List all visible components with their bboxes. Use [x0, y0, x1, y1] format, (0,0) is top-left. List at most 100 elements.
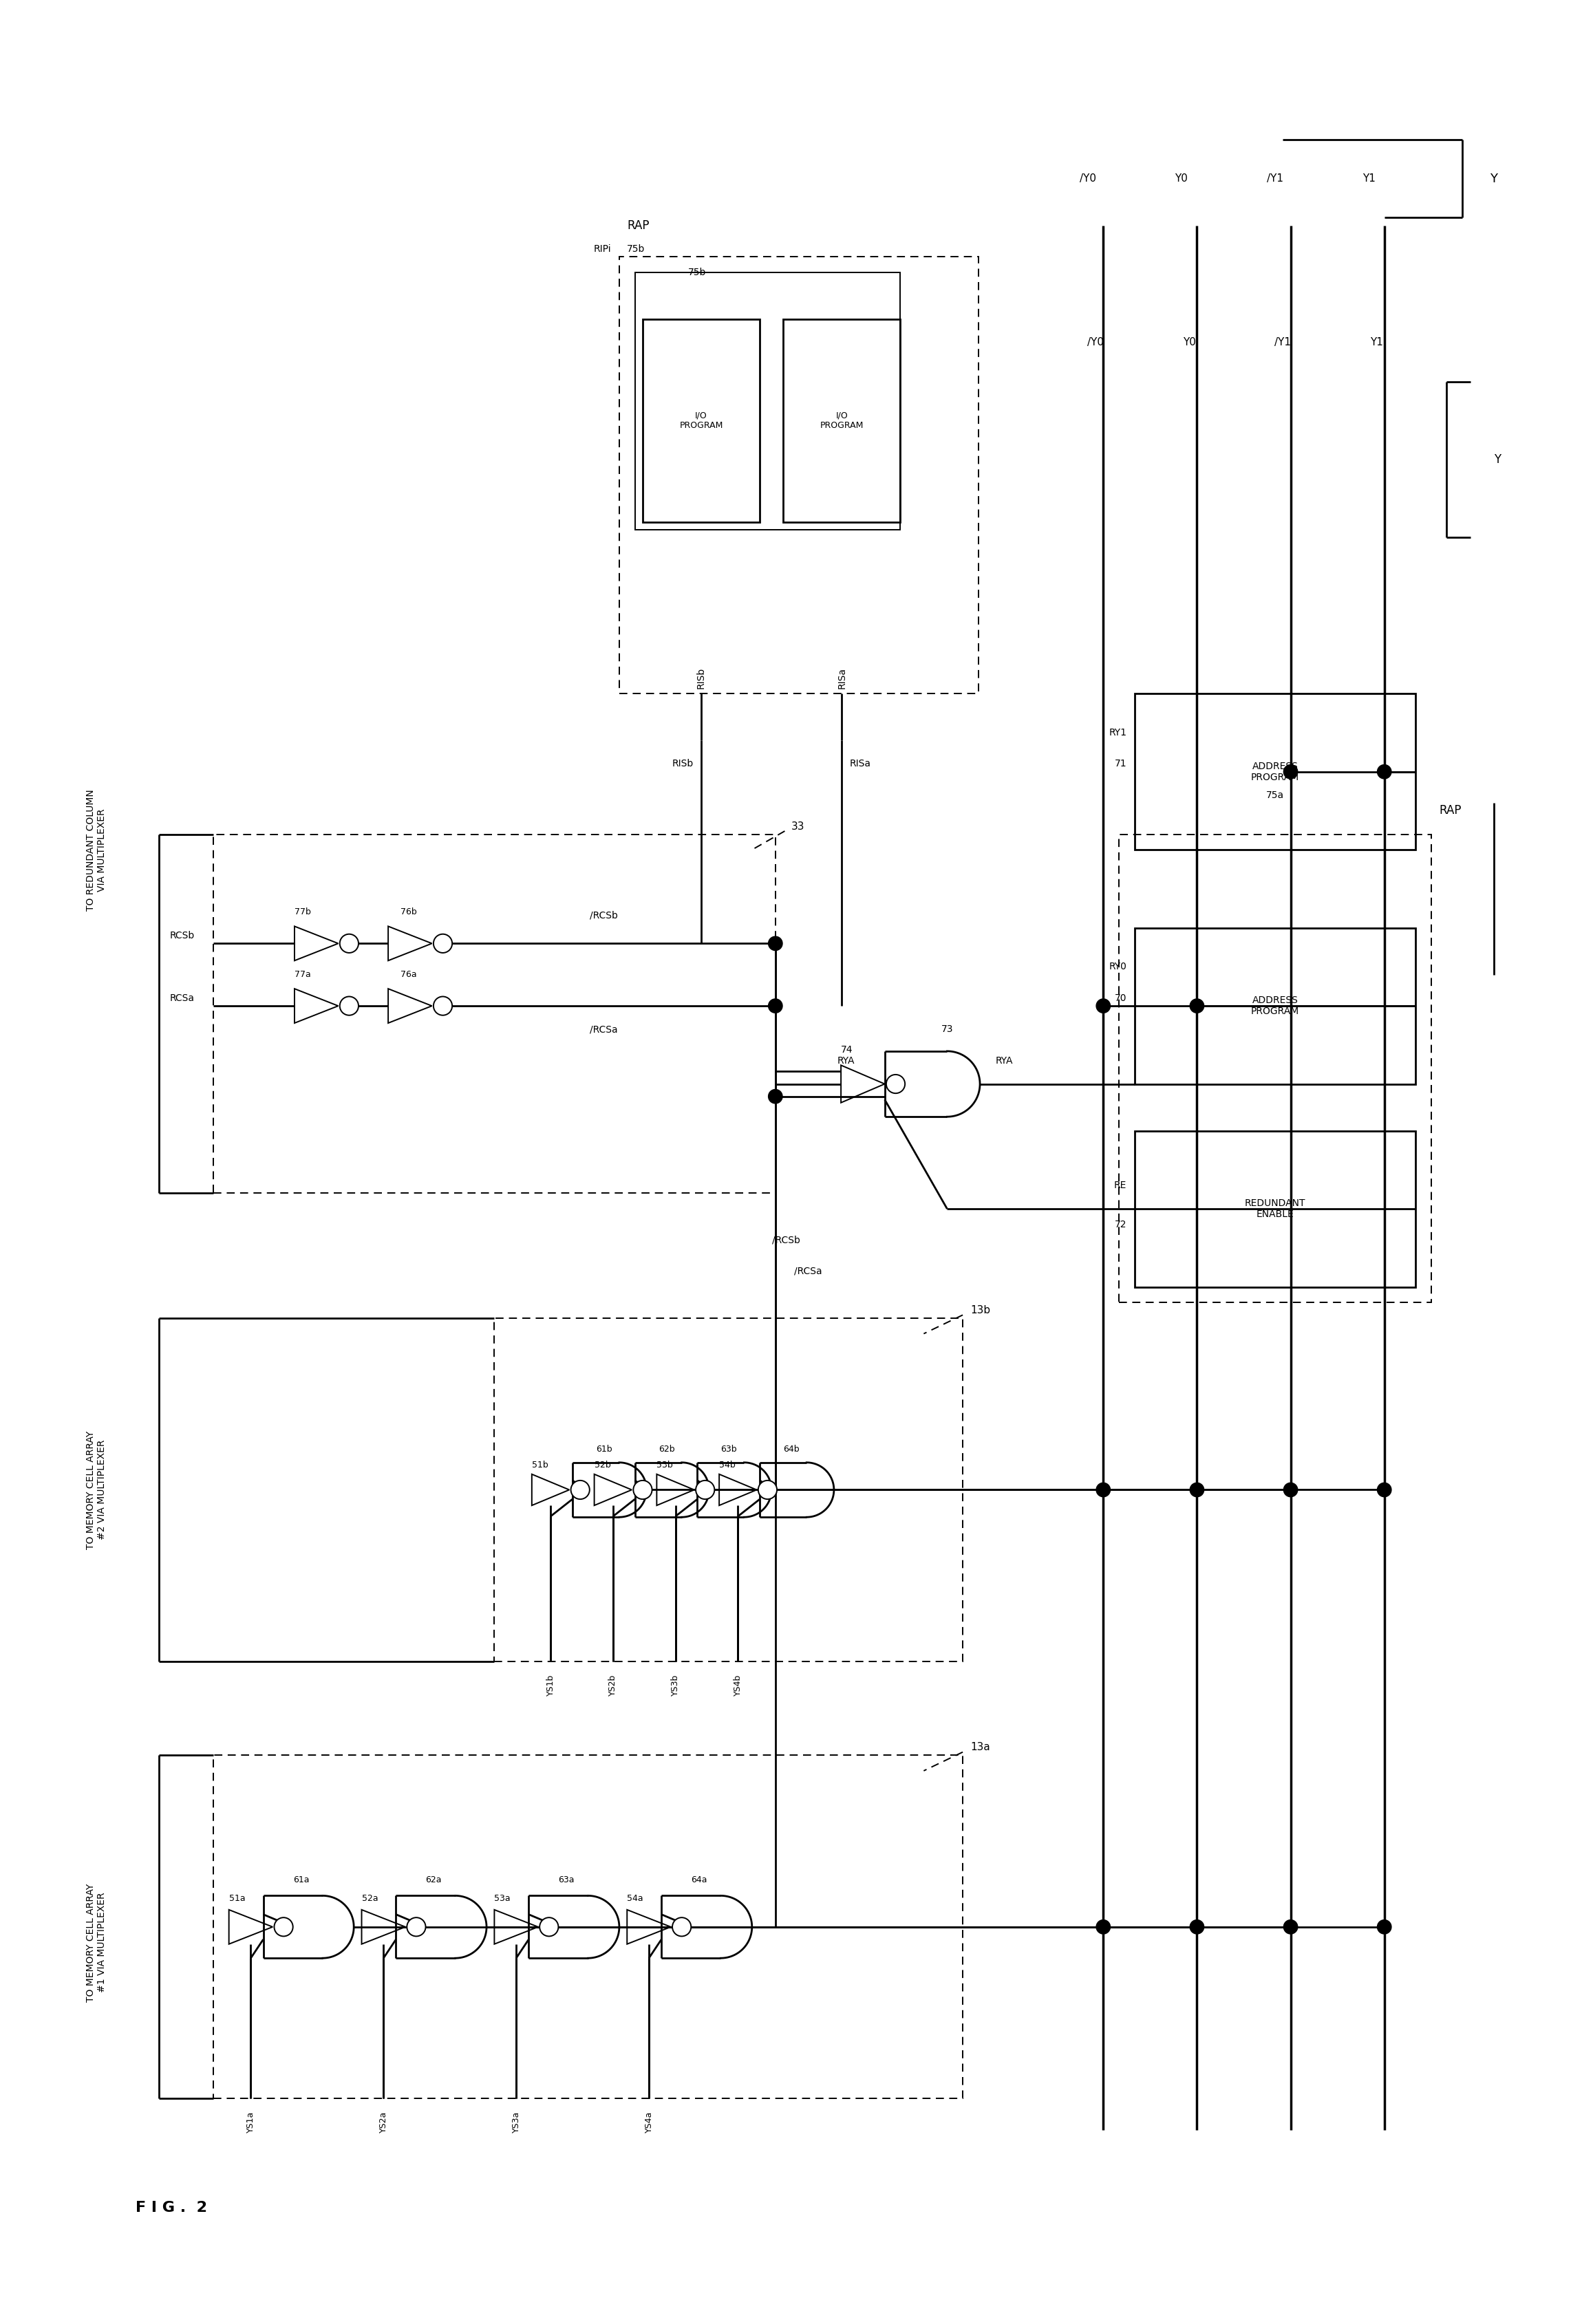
Text: ADDRESS
PROGRAM: ADDRESS PROGRAM — [1251, 995, 1299, 1016]
Bar — [1134, 927, 1416, 1083]
Text: Y0: Y0 — [1183, 337, 1196, 349]
Text: YS2a: YS2a — [380, 2110, 388, 2133]
Text: RISa: RISa — [850, 760, 870, 769]
Bar — [494, 1318, 963, 1662]
Text: RE: RE — [1114, 1181, 1126, 1190]
Text: /Y0: /Y0 — [1079, 174, 1096, 184]
Text: /RCSa: /RCSa — [794, 1267, 823, 1276]
Circle shape — [1378, 1920, 1391, 1934]
Text: RYA: RYA — [837, 1055, 854, 1064]
Text: /RCSb: /RCSb — [590, 911, 617, 920]
Text: 53b: 53b — [657, 1459, 672, 1469]
Text: 54a: 54a — [626, 1894, 644, 1903]
Text: 61a: 61a — [293, 1875, 308, 1885]
Bar — [1118, 834, 1432, 1301]
Circle shape — [769, 937, 783, 951]
Circle shape — [407, 1917, 426, 1936]
Bar — [619, 256, 978, 693]
Text: RAP: RAP — [1440, 804, 1462, 818]
Text: TO MEMORY CELL ARRAY
#2 VIA MULTIPLEXER: TO MEMORY CELL ARRAY #2 VIA MULTIPLEXER — [85, 1432, 106, 1550]
Text: /Y1: /Y1 — [1267, 174, 1283, 184]
Text: RIPi: RIPi — [593, 244, 612, 253]
Text: /RCSa: /RCSa — [590, 1025, 617, 1034]
Text: Y: Y — [1493, 453, 1501, 465]
Text: Y0: Y0 — [1175, 174, 1188, 184]
Text: REDUNDANT
ENABLE: REDUNDANT ENABLE — [1245, 1199, 1305, 1220]
Text: 52a: 52a — [362, 1894, 378, 1903]
Text: YS1b: YS1b — [546, 1673, 555, 1697]
Circle shape — [769, 1090, 783, 1104]
Circle shape — [1283, 1920, 1297, 1934]
Text: RISb: RISb — [672, 760, 693, 769]
Text: 70: 70 — [1115, 992, 1126, 1004]
Text: Y1: Y1 — [1362, 174, 1375, 184]
Text: RISb: RISb — [696, 667, 706, 688]
Text: 76a: 76a — [400, 969, 418, 978]
Bar — [642, 318, 759, 523]
Text: Y: Y — [1490, 172, 1498, 184]
Text: I/O
PROGRAM: I/O PROGRAM — [819, 411, 864, 430]
Text: /Y1: /Y1 — [1275, 337, 1291, 349]
Text: 51a: 51a — [229, 1894, 245, 1903]
Circle shape — [1190, 1483, 1204, 1497]
Circle shape — [1190, 999, 1204, 1013]
Circle shape — [433, 997, 452, 1016]
Text: RISa: RISa — [837, 667, 846, 688]
Text: 54b: 54b — [720, 1459, 736, 1469]
Text: /RCSb: /RCSb — [772, 1236, 800, 1246]
Circle shape — [758, 1480, 777, 1499]
Text: 71: 71 — [1115, 760, 1126, 769]
Circle shape — [539, 1917, 558, 1936]
Text: YS3a: YS3a — [511, 2110, 520, 2133]
Text: YS4b: YS4b — [734, 1673, 742, 1697]
Circle shape — [1190, 1920, 1204, 1934]
Bar — [214, 1755, 963, 2099]
Text: 13b: 13b — [970, 1306, 990, 1315]
Text: RY0: RY0 — [1109, 962, 1126, 971]
Text: 64b: 64b — [783, 1446, 799, 1455]
Circle shape — [571, 1480, 590, 1499]
Text: 53a: 53a — [494, 1894, 511, 1903]
Text: F I G .  2: F I G . 2 — [134, 2201, 207, 2215]
Bar — [783, 318, 900, 523]
Text: 76b: 76b — [400, 909, 418, 916]
Text: TO REDUNDANT COLUMN
VIA MULTIPLEXER: TO REDUNDANT COLUMN VIA MULTIPLEXER — [85, 788, 106, 911]
Circle shape — [696, 1480, 715, 1499]
Text: 63a: 63a — [558, 1875, 574, 1885]
Text: RY1: RY1 — [1109, 727, 1126, 737]
Text: 63b: 63b — [721, 1446, 737, 1455]
Text: 13a: 13a — [970, 1743, 990, 1752]
Text: 62b: 62b — [658, 1446, 674, 1455]
Circle shape — [886, 1074, 905, 1092]
Text: 73: 73 — [941, 1025, 954, 1034]
Text: 75b: 75b — [688, 267, 707, 277]
Circle shape — [433, 934, 452, 953]
Bar — [1134, 693, 1416, 851]
Circle shape — [1096, 1483, 1111, 1497]
Text: 77b: 77b — [294, 909, 312, 916]
Text: 51b: 51b — [532, 1459, 547, 1469]
Text: YS4a: YS4a — [644, 2110, 653, 2133]
Circle shape — [1096, 1920, 1111, 1934]
Circle shape — [340, 934, 359, 953]
Text: 52b: 52b — [595, 1459, 611, 1469]
Circle shape — [1283, 765, 1297, 779]
Circle shape — [1378, 1483, 1391, 1497]
Text: RCSa: RCSa — [169, 992, 195, 1004]
Text: 74: 74 — [842, 1046, 853, 1055]
Text: 77a: 77a — [294, 969, 310, 978]
Circle shape — [340, 997, 359, 1016]
Text: RCSb: RCSb — [169, 932, 195, 941]
Text: YS1a: YS1a — [247, 2110, 255, 2133]
Text: Y1: Y1 — [1370, 337, 1383, 349]
Bar — [634, 272, 900, 530]
Text: 61b: 61b — [596, 1446, 612, 1455]
Text: 62a: 62a — [426, 1875, 441, 1885]
Bar — [1134, 1132, 1416, 1287]
Circle shape — [769, 999, 783, 1013]
Bar — [214, 834, 775, 1192]
Circle shape — [274, 1917, 293, 1936]
Text: 72: 72 — [1115, 1220, 1126, 1229]
Text: 75a: 75a — [1266, 790, 1285, 799]
Text: RAP: RAP — [626, 218, 650, 232]
